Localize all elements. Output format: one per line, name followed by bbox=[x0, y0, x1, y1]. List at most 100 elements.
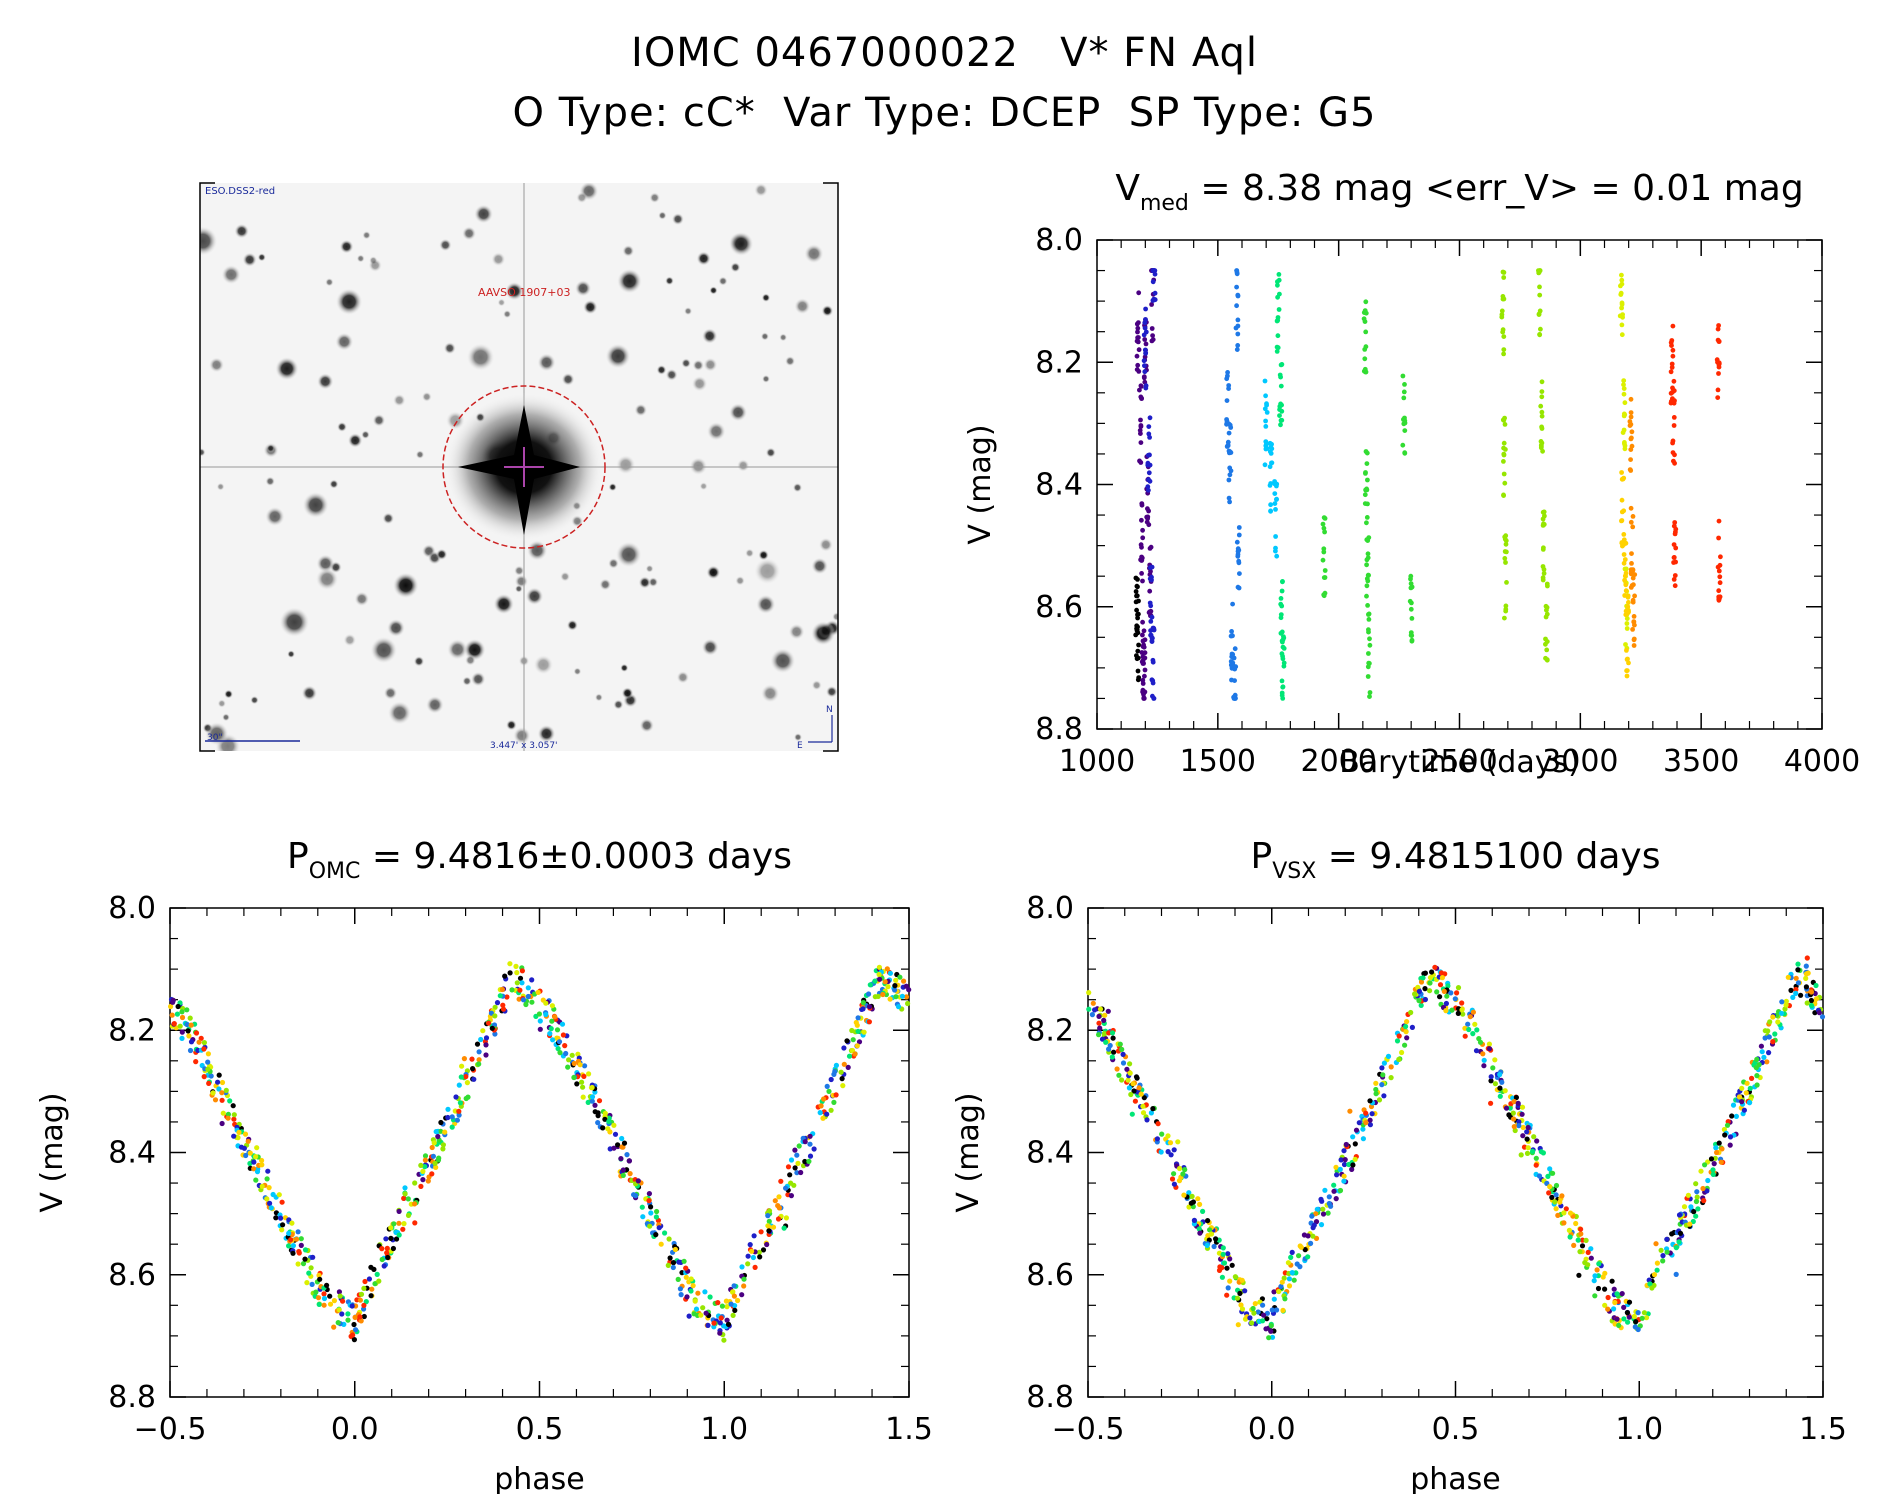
field-star bbox=[784, 355, 796, 367]
data-point bbox=[1135, 615, 1140, 621]
data-point bbox=[1566, 1227, 1572, 1233]
data-point bbox=[846, 1053, 853, 1059]
data-point bbox=[1627, 467, 1633, 472]
data-point bbox=[1146, 508, 1151, 514]
data-point bbox=[1366, 617, 1372, 622]
data-point bbox=[1364, 562, 1369, 568]
data-point bbox=[418, 1162, 424, 1168]
data-point bbox=[1231, 696, 1237, 701]
data-point bbox=[220, 1110, 226, 1116]
data-point bbox=[750, 1254, 757, 1261]
data-point bbox=[369, 1286, 375, 1292]
data-point bbox=[1321, 546, 1327, 552]
data-point bbox=[1278, 401, 1283, 407]
data-point bbox=[1602, 1286, 1608, 1292]
data-point bbox=[1702, 1162, 1708, 1168]
data-point bbox=[1186, 1190, 1192, 1196]
data-point bbox=[1708, 1156, 1715, 1162]
data-point bbox=[656, 1225, 662, 1231]
data-point bbox=[193, 1059, 199, 1065]
data-point bbox=[438, 1119, 444, 1126]
data-point bbox=[1321, 515, 1327, 520]
data-point bbox=[1236, 525, 1242, 530]
field-star bbox=[466, 343, 495, 372]
data-point bbox=[1544, 647, 1550, 653]
data-point bbox=[619, 1135, 625, 1142]
x-tick-label: 3000 bbox=[1542, 744, 1618, 779]
data-point bbox=[585, 1099, 591, 1105]
data-point bbox=[1578, 1226, 1584, 1232]
data-point bbox=[1766, 1050, 1772, 1056]
data-point bbox=[276, 1192, 282, 1198]
field-star bbox=[706, 565, 721, 580]
data-point bbox=[745, 1253, 751, 1259]
data-point bbox=[1443, 1008, 1449, 1014]
data-point bbox=[1136, 675, 1142, 680]
data-point bbox=[1235, 549, 1241, 554]
data-point bbox=[1547, 1166, 1553, 1172]
data-point bbox=[1111, 1049, 1117, 1055]
data-point bbox=[1263, 418, 1268, 424]
data-point bbox=[1349, 1166, 1355, 1172]
data-point bbox=[1716, 588, 1722, 594]
data-point bbox=[1693, 1213, 1699, 1219]
data-point bbox=[725, 1321, 732, 1327]
data-point bbox=[1455, 1010, 1461, 1017]
data-point bbox=[860, 1000, 867, 1006]
data-point bbox=[1366, 572, 1371, 578]
data-point bbox=[1492, 1081, 1498, 1087]
data-point bbox=[852, 1051, 858, 1057]
data-point bbox=[1619, 322, 1625, 328]
data-point bbox=[1669, 361, 1675, 367]
data-point bbox=[747, 1242, 753, 1248]
field-star bbox=[217, 699, 227, 708]
data-point bbox=[1785, 974, 1791, 980]
data-point bbox=[1503, 560, 1508, 565]
field-star bbox=[793, 733, 803, 742]
data-point bbox=[772, 1198, 778, 1204]
field-star bbox=[615, 541, 642, 568]
data-point bbox=[1230, 633, 1235, 639]
data-point bbox=[1727, 1142, 1733, 1148]
data-point bbox=[1298, 1244, 1304, 1250]
data-point bbox=[1670, 347, 1676, 353]
finder-chart: ESO.DSS2-red AAVSO 1907+03 30" 3.447' x … bbox=[199, 182, 839, 752]
data-point bbox=[1501, 417, 1507, 423]
data-point bbox=[1676, 1212, 1683, 1218]
data-point bbox=[215, 1079, 221, 1085]
data-point bbox=[1803, 984, 1809, 990]
data-point bbox=[1116, 1072, 1122, 1078]
data-point bbox=[1096, 1013, 1102, 1020]
data-point bbox=[783, 1185, 789, 1191]
data-point bbox=[621, 1140, 628, 1146]
data-point bbox=[1268, 481, 1274, 486]
data-point bbox=[670, 1264, 676, 1271]
field-star bbox=[765, 447, 776, 458]
data-point bbox=[861, 1029, 867, 1035]
field-star bbox=[582, 299, 598, 315]
data-point bbox=[1803, 963, 1809, 969]
data-point bbox=[692, 1298, 698, 1304]
data-point bbox=[882, 979, 888, 985]
data-point bbox=[1501, 275, 1507, 280]
data-point bbox=[1142, 325, 1148, 331]
data-point bbox=[1561, 1210, 1567, 1216]
data-point bbox=[1096, 1020, 1102, 1026]
data-point bbox=[1400, 442, 1406, 448]
data-point bbox=[1557, 1199, 1563, 1205]
data-point bbox=[1536, 312, 1542, 317]
data-point bbox=[1119, 1046, 1125, 1052]
field-star bbox=[566, 619, 579, 631]
data-point bbox=[1149, 564, 1155, 570]
field-star bbox=[513, 726, 531, 745]
data-point bbox=[785, 1164, 792, 1170]
data-point bbox=[1268, 1323, 1274, 1329]
data-point bbox=[1511, 1116, 1517, 1122]
data-point bbox=[766, 1208, 773, 1214]
data-point bbox=[1670, 323, 1676, 329]
data-point bbox=[1147, 588, 1153, 594]
data-point bbox=[1135, 655, 1141, 661]
data-point bbox=[1326, 1200, 1332, 1207]
data-point bbox=[1402, 382, 1407, 387]
